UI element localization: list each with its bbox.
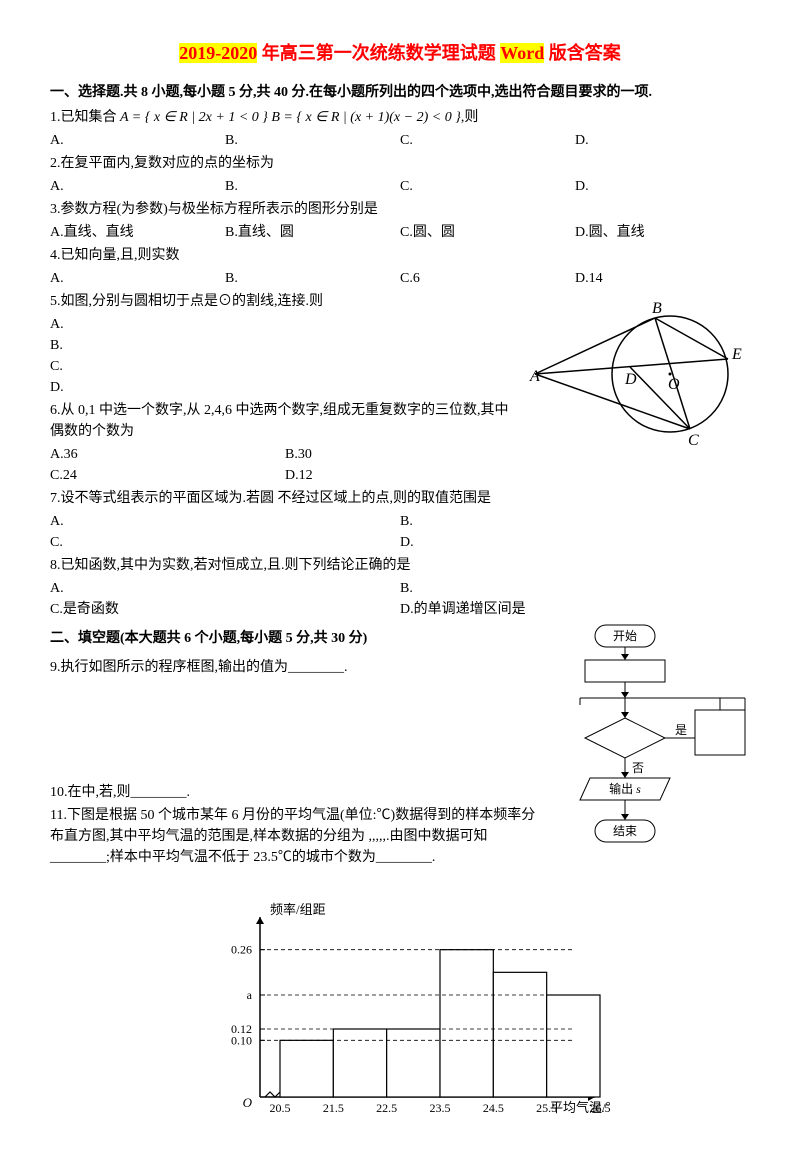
flowchart-figure: 开始 是 否 输出 s 结束: [550, 620, 750, 880]
q1-set-A: A = { x ∈ R | 2x + 1 < 0 }: [120, 110, 268, 125]
svg-text:a: a: [247, 988, 253, 1002]
svg-text:22.5: 22.5: [376, 1101, 397, 1115]
svg-text:平均气温/℃: 平均气温/℃: [550, 1100, 610, 1115]
q8-optC: C.是奇函数: [50, 599, 400, 620]
svg-text:21.5: 21.5: [323, 1101, 344, 1115]
svg-text:24.5: 24.5: [483, 1101, 504, 1115]
q11-stem: 11.下图是根据 50 个城市某年 6 月份的平均气温(单位:℃)数据得到的样本…: [50, 805, 540, 868]
title-suffix: 版含答案: [544, 43, 621, 63]
q1: 1.已知集合 A = { x ∈ R | 2x + 1 < 0 } B = { …: [50, 107, 750, 128]
circle-geometry-figure: A B C D E O: [520, 289, 750, 449]
svg-text:0.26: 0.26: [231, 943, 252, 957]
title-mid: 年高三第一次统练数学理试题: [257, 43, 500, 63]
svg-text:0.12: 0.12: [231, 1022, 252, 1036]
q8-optA: A.: [50, 578, 400, 599]
q8-optB: B.: [400, 578, 750, 599]
q5-options: A. B. C. D.: [50, 314, 520, 398]
q6-optB: B.30: [285, 444, 520, 465]
q4-optB: B.: [225, 268, 400, 289]
svg-text:频率/组距: 频率/组距: [270, 902, 326, 917]
label-C: C: [688, 432, 699, 449]
q4-optC: C.6: [400, 268, 575, 289]
q3-optA: A.直线、直线: [50, 222, 225, 243]
q3-optD: D.圆、直线: [575, 222, 750, 243]
q7-optB: B.: [400, 511, 750, 532]
label-O: O: [668, 376, 680, 393]
q3-options: A.直线、直线 B.直线、圆 C.圆、圆 D.圆、直线: [50, 222, 750, 243]
section1-heading: 一、选择题.共 8 小题,每小题 5 分,共 40 分.在每小题所列出的四个选项…: [50, 82, 750, 103]
q5-optD: D.: [50, 377, 520, 398]
q7-stem: 7.设不等式组表示的平面区域为.若圆 不经过区域上的点,则的取值范围是: [50, 488, 520, 509]
q3-stem: 3.参数方程(为参数)与极坐标方程所表示的图形分别是: [50, 199, 750, 220]
q8-stem: 8.已知函数,其中为实数,若对恒成立,且.则下列结论正确的是: [50, 555, 750, 576]
q5-optC: C.: [50, 356, 520, 377]
q1-set-B: B = { x ∈ R | (x + 1)(x − 2) < 0 }: [271, 110, 460, 125]
q2-optA: A.: [50, 176, 225, 197]
svg-text:O: O: [243, 1095, 253, 1110]
q1-optB: B.: [225, 130, 400, 151]
flow-start: 开始: [613, 629, 637, 643]
q10-stem: 10.在中,若,则________.: [50, 782, 540, 803]
q6-optD: D.12: [285, 465, 520, 486]
q1-options: A. B. C. D.: [50, 130, 750, 151]
q1-optA: A.: [50, 130, 225, 151]
q1-stem-pre: 1.已知集合: [50, 110, 120, 125]
q2-stem: 2.在复平面内,复数对应的点的坐标为: [50, 153, 750, 174]
label-D: D: [624, 371, 637, 388]
q6-optA: A.36: [50, 444, 285, 465]
q2-optD: D.: [575, 176, 750, 197]
section2-heading: 二、填空题(本大题共 6 个小题,每小题 5 分,共 30 分): [50, 628, 540, 649]
q6-stem: 6.从 0,1 中选一个数字,从 2,4,6 中选两个数字,组成无重复数字的三位…: [50, 400, 520, 442]
q7-optC: C.: [50, 532, 400, 553]
q5-optB: B.: [50, 335, 520, 356]
q7-optD: D.: [400, 532, 750, 553]
q9-stem: 9.执行如图所示的程序框图,输出的值为________.: [50, 657, 540, 678]
title-word: Word: [500, 43, 544, 63]
q8-optD: D.的单调递增区间是: [400, 599, 750, 620]
q2-optC: C.: [400, 176, 575, 197]
q1-optC: C.: [400, 130, 575, 151]
q8-options: A. B. C.是奇函数 D.的单调递增区间是: [50, 578, 750, 620]
q2-optB: B.: [225, 176, 400, 197]
svg-text:20.5: 20.5: [270, 1101, 291, 1115]
q4-options: A. B. C.6 D.14: [50, 268, 750, 289]
flow-no: 否: [632, 761, 644, 775]
q1-optD: D.: [575, 130, 750, 151]
q7-options: A. B. C. D.: [50, 511, 750, 553]
q4-stem: 4.已知向量,且,则实数: [50, 245, 750, 266]
q3-optB: B.直线、圆: [225, 222, 400, 243]
q6-optC: C.24: [50, 465, 285, 486]
label-B: B: [652, 300, 662, 317]
q4-optA: A.: [50, 268, 225, 289]
title-year: 2019-2020: [179, 43, 257, 63]
flow-output: 输出 s: [609, 781, 641, 796]
q5-stem: 5.如图,分别与圆相切于点是⊙的割线,连接.则: [50, 291, 520, 312]
label-E: E: [731, 346, 742, 363]
q3-optC: C.圆、圆: [400, 222, 575, 243]
page-title: 2019-2020 年高三第一次统练数学理试题 Word 版含答案: [50, 40, 750, 67]
flow-end: 结束: [613, 824, 637, 838]
q6-options: A.36 B.30 C.24 D.12: [50, 444, 520, 486]
label-A: A: [529, 368, 540, 385]
q1-stem-suffix: ,则: [461, 110, 479, 125]
q7-optA: A.: [50, 511, 400, 532]
flow-yes: 是: [675, 723, 687, 737]
histogram-figure: 0.100.12a0.2620.521.522.523.524.525.526.…: [190, 897, 610, 1127]
q5-optA: A.: [50, 314, 520, 335]
q4-optD: D.14: [575, 268, 750, 289]
q2-options: A. B. C. D.: [50, 176, 750, 197]
svg-text:23.5: 23.5: [430, 1101, 451, 1115]
